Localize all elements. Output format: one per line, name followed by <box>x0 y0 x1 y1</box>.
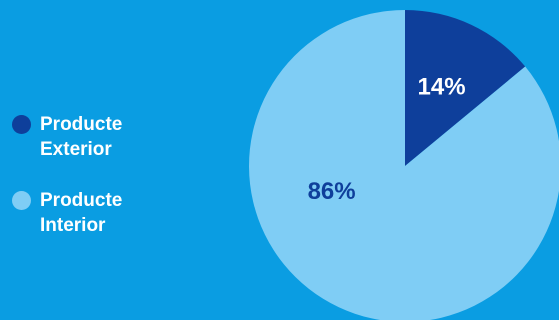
legend-label-interior: Producte Interior <box>40 188 150 238</box>
legend-swatch-interior <box>12 191 31 210</box>
chart-legend: Producte Exterior Producte Interior <box>12 112 150 238</box>
pie-label-interior: 86% <box>308 178 356 205</box>
legend-swatch-exterior <box>12 115 31 134</box>
legend-label-interior-line1: Producte <box>40 190 123 211</box>
pie-slice-exterior <box>405 10 526 166</box>
legend-label-exterior: Producte Exterior <box>40 112 150 162</box>
legend-label-exterior-line1: Producte <box>40 114 123 135</box>
legend-label-interior-line2: Interior <box>40 215 106 236</box>
pie-slice-interior <box>249 10 559 320</box>
legend-item-interior: Producte Interior <box>12 188 150 238</box>
legend-label-exterior-line2: Exterior <box>40 139 112 160</box>
legend-item-exterior: Producte Exterior <box>12 112 150 162</box>
pie-label-exterior: 14% <box>418 74 466 101</box>
